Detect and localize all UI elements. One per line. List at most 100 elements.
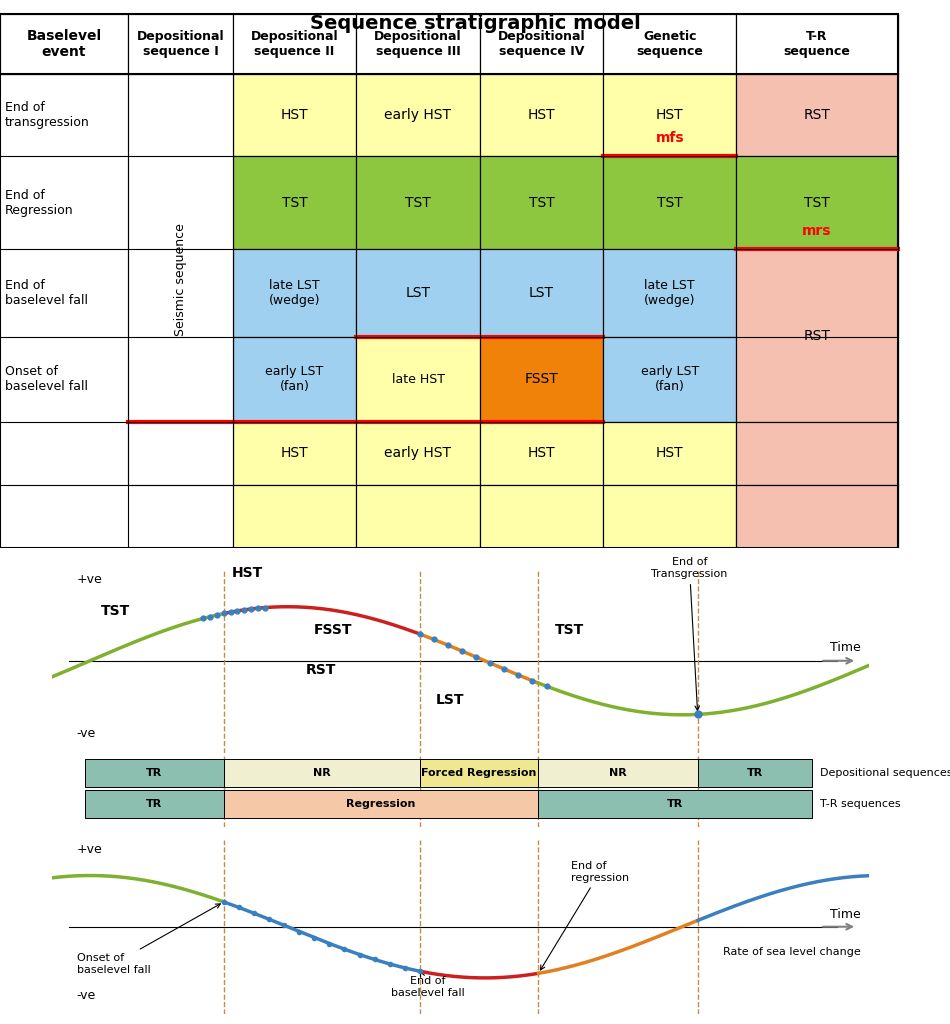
Text: Depositional
sequence I: Depositional sequence I <box>137 30 224 57</box>
Text: Sequence stratigraphic model: Sequence stratigraphic model <box>310 13 640 33</box>
Text: HST: HST <box>280 109 309 122</box>
Bar <box>539 790 812 817</box>
Text: TST: TST <box>281 196 308 210</box>
Bar <box>736 484 898 548</box>
Bar <box>736 74 898 156</box>
Bar <box>233 484 356 548</box>
Bar <box>603 484 736 548</box>
Text: late HST: late HST <box>391 373 445 386</box>
Text: Onset of
baselevel fall: Onset of baselevel fall <box>5 366 87 393</box>
Text: TR: TR <box>146 799 162 809</box>
Text: End of
baselevel fall: End of baselevel fall <box>391 973 465 997</box>
Bar <box>736 156 898 249</box>
Bar <box>356 484 480 548</box>
Bar <box>356 156 480 249</box>
Text: +ve: +ve <box>77 844 103 856</box>
Text: End of
Transgression: End of Transgression <box>652 557 728 711</box>
Text: RST: RST <box>306 664 336 677</box>
Text: FSST: FSST <box>314 623 352 637</box>
Text: TR: TR <box>146 768 162 778</box>
Bar <box>356 422 480 484</box>
Bar <box>224 790 539 817</box>
Text: RST: RST <box>804 329 830 343</box>
Text: End of
regression: End of regression <box>541 861 629 970</box>
Text: T-R sequences: T-R sequences <box>820 799 901 809</box>
Bar <box>603 422 736 484</box>
Text: Depositional
sequence IV: Depositional sequence IV <box>498 30 585 57</box>
Bar <box>480 484 603 548</box>
Text: HST: HST <box>656 109 684 122</box>
Bar <box>480 337 603 422</box>
Text: Genetic
sequence: Genetic sequence <box>636 30 703 57</box>
Text: Depositional
sequence III: Depositional sequence III <box>374 30 462 57</box>
Text: Rate of sea level change: Rate of sea level change <box>723 947 861 957</box>
Bar <box>539 759 697 786</box>
Text: mrs: mrs <box>802 223 832 238</box>
Text: RST: RST <box>804 109 830 122</box>
Bar <box>356 74 480 156</box>
Text: early LST
(fan): early LST (fan) <box>640 366 699 393</box>
Bar <box>603 74 736 156</box>
Text: early LST
(fan): early LST (fan) <box>265 366 324 393</box>
Bar <box>480 249 603 337</box>
Text: Depositional
sequence II: Depositional sequence II <box>251 30 338 57</box>
Bar <box>603 249 736 337</box>
Bar <box>480 13 603 74</box>
Bar <box>233 13 356 74</box>
Text: late LST
(wedge): late LST (wedge) <box>269 280 320 307</box>
Bar <box>85 790 224 817</box>
Text: HST: HST <box>527 446 556 461</box>
Text: T-R
sequence: T-R sequence <box>784 30 850 57</box>
Text: Forced Regression: Forced Regression <box>422 768 537 778</box>
Text: HST: HST <box>527 109 556 122</box>
Text: TST: TST <box>405 196 431 210</box>
Bar <box>356 337 480 422</box>
Text: LST: LST <box>436 693 465 707</box>
Text: Regression: Regression <box>347 799 416 809</box>
Text: HST: HST <box>280 446 309 461</box>
Bar <box>128 74 233 484</box>
Text: -ve: -ve <box>77 727 96 740</box>
Text: HST: HST <box>232 566 263 580</box>
Text: TST: TST <box>804 196 830 210</box>
Text: late LST
(wedge): late LST (wedge) <box>644 280 695 307</box>
Text: -ve: -ve <box>77 989 96 1002</box>
Text: Onset of
baselevel fall: Onset of baselevel fall <box>77 904 220 975</box>
Text: TST: TST <box>555 623 584 637</box>
Text: mfs: mfs <box>656 131 684 145</box>
Bar <box>356 249 480 337</box>
Bar <box>356 13 480 74</box>
Bar <box>480 156 603 249</box>
Bar <box>233 74 356 156</box>
Bar <box>480 74 603 156</box>
Text: End of
baselevel fall: End of baselevel fall <box>5 280 87 307</box>
Text: Seismic sequence: Seismic sequence <box>174 223 187 336</box>
Text: Time: Time <box>830 907 861 921</box>
Text: NR: NR <box>609 768 627 778</box>
Bar <box>233 249 356 337</box>
Bar <box>224 759 420 786</box>
Text: TST: TST <box>528 196 555 210</box>
Text: Baselevel
event: Baselevel event <box>27 29 102 59</box>
Text: HST: HST <box>656 446 684 461</box>
Bar <box>480 422 603 484</box>
Bar <box>85 759 224 786</box>
Bar <box>128 13 233 74</box>
Bar <box>697 759 812 786</box>
Bar <box>603 337 736 422</box>
Text: TR: TR <box>747 768 763 778</box>
Text: +ve: +ve <box>77 573 103 586</box>
Text: TST: TST <box>102 604 130 617</box>
Bar <box>736 249 898 422</box>
Text: LST: LST <box>529 286 554 300</box>
Bar <box>0 13 128 74</box>
Text: Depositional sequences: Depositional sequences <box>820 768 950 778</box>
Text: End of
transgression: End of transgression <box>5 101 89 129</box>
Bar <box>603 13 736 74</box>
Bar <box>233 156 356 249</box>
Text: TR: TR <box>667 799 683 809</box>
Bar <box>736 13 898 74</box>
Bar <box>736 422 898 484</box>
Text: LST: LST <box>406 286 430 300</box>
Bar <box>233 337 356 422</box>
